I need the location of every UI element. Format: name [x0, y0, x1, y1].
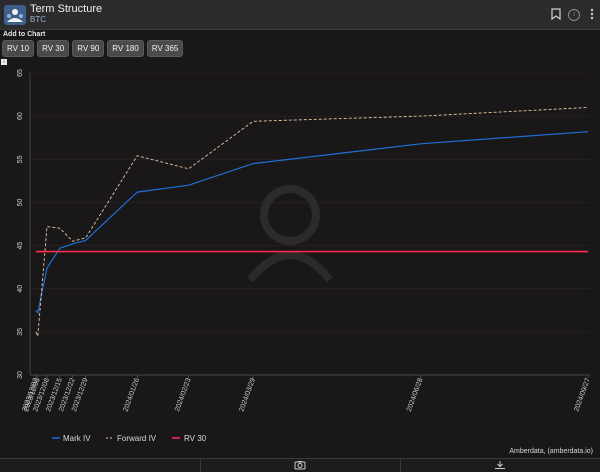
y-gridlines [30, 72, 590, 376]
y-tick-labels: 30 35 40 45 50 55 60 65 [17, 69, 24, 379]
rv-365-button[interactable]: RV 365 [146, 40, 184, 57]
add-to-chart-label: Add to Chart [3, 31, 46, 38]
rv-180-button[interactable]: RV 180 [107, 40, 144, 57]
asset-label: BTC [30, 15, 46, 24]
x-tick-label: 2024/01/26 [123, 377, 142, 412]
footer-divider [400, 459, 401, 472]
more-options-icon[interactable] [586, 8, 598, 20]
term-structure-chart: 30 35 40 45 50 55 60 65 2023/12/022023/12/03202… [17, 69, 593, 455]
footer-divider [200, 459, 201, 472]
collapse-toggle-icon[interactable]: › [1, 59, 7, 65]
y-tick-label: 50 [17, 198, 24, 206]
info-icon[interactable]: i [568, 9, 580, 21]
y-tick-label: 40 [17, 285, 24, 293]
x-tick-label: 2024/09/27 [573, 377, 592, 412]
attribution-text: Amberdata, (amberdata.io) [509, 448, 593, 455]
x-tick-label: 2024/02/23 [174, 377, 193, 412]
download-icon[interactable] [494, 460, 506, 472]
rv-90-button[interactable]: RV 90 [72, 40, 105, 57]
x-tick-label: 2024/06/28 [406, 377, 425, 412]
series-lines [35, 107, 589, 337]
x-tick-label: 2024/03/29 [238, 377, 257, 412]
legend-mark-iv[interactable]: Mark IV [63, 434, 91, 443]
y-tick-label: 65 [17, 69, 24, 77]
legend-rv30[interactable]: RV 30 [184, 434, 207, 443]
rv-30-button[interactable]: RV 30 [37, 40, 70, 57]
bookmark-icon[interactable] [550, 8, 562, 21]
legend-forward-iv[interactable]: Forward IV [117, 434, 157, 443]
y-tick-label: 45 [17, 242, 24, 250]
chart-legend: Mark IV Forward IV RV 30 [52, 434, 207, 443]
watermark-logo-icon [246, 185, 334, 283]
y-tick-label: 35 [17, 328, 24, 336]
y-tick-label: 30 [17, 371, 24, 379]
camera-icon[interactable] [294, 460, 306, 472]
rv-button-group: RV 10 RV 30 RV 90 RV 180 RV 365 [2, 40, 184, 57]
y-tick-label: 55 [17, 155, 24, 163]
chart-header: Term Structure BTC i [0, 0, 600, 30]
series-forward-iv-line[interactable] [35, 107, 589, 337]
amberdata-logo-icon [4, 5, 26, 25]
rv-10-button[interactable]: RV 10 [2, 40, 35, 57]
footer-toolbar [0, 458, 600, 472]
page-title: Term Structure [30, 3, 103, 15]
y-tick-label: 60 [17, 112, 24, 120]
series-mark-iv-line[interactable] [35, 131, 589, 315]
x-tick-labels: 2023/12/022023/12/032023/12/082023/12/15… [21, 375, 592, 413]
